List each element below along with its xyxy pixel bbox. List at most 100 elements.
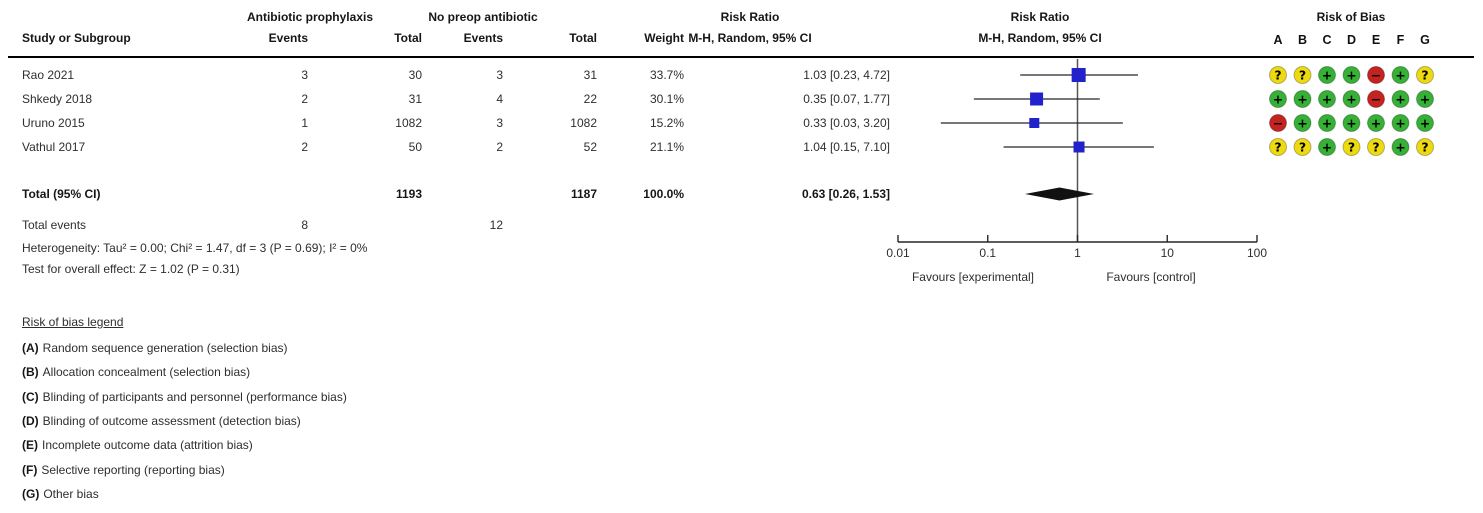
- study-rr-ci: 1.04 [0.15, 7.10]: [803, 140, 890, 154]
- bias-symbol: +: [1297, 92, 1307, 107]
- bias-circle: [1318, 138, 1336, 156]
- bias-circle: [1367, 114, 1385, 132]
- rr-column-title: Risk Ratio: [720, 10, 780, 24]
- col-header-plot-ci: M-H, Random, 95% CI: [978, 31, 1102, 45]
- bias-circle: [1416, 114, 1434, 132]
- study-events2: 4: [496, 92, 503, 106]
- bias-symbol: +: [1346, 116, 1356, 131]
- axis-tick-label: 1: [1074, 246, 1081, 260]
- overall-effect-test: Test for overall effect: Z = 1.02 (P = 0…: [22, 262, 240, 276]
- legend-key: (A): [22, 341, 39, 355]
- legend-item: (D) Blinding of outcome assessment (detec…: [22, 413, 301, 429]
- legend-item: (B) Allocation concealment (selection bia…: [22, 364, 250, 380]
- bias-circle: [1391, 138, 1410, 156]
- bias-symbol: +: [1297, 116, 1307, 131]
- study-weight: 33.7%: [649, 68, 684, 82]
- legend-item: (E) Incomplete outcome data (attrition bi…: [22, 437, 253, 453]
- bias-symbol: ?: [1299, 140, 1306, 155]
- bias-circle: [1342, 90, 1361, 108]
- study-events1: 3: [301, 68, 308, 82]
- study-total1: 1082: [395, 116, 422, 130]
- bias-symbol: ?: [1274, 68, 1281, 83]
- study-name: Vathul 2017: [22, 140, 86, 154]
- study-events1: 1: [301, 116, 308, 130]
- bias-symbol: +: [1395, 116, 1405, 131]
- bias-circle: [1293, 66, 1312, 84]
- bias-symbol: +: [1420, 116, 1430, 131]
- bias-symbol: +: [1322, 92, 1332, 107]
- bias-circle: [1391, 90, 1410, 108]
- effect-square: [1073, 141, 1085, 153]
- study-events2: 3: [496, 68, 503, 82]
- axis-tick-label: 0.1: [979, 246, 996, 260]
- effect-square: [1030, 92, 1044, 106]
- bias-circle: [1269, 66, 1287, 84]
- bias-circle: [1293, 138, 1312, 156]
- study-events1: 2: [301, 140, 308, 154]
- bias-symbol: −: [1371, 92, 1381, 107]
- bias-symbol: +: [1322, 140, 1332, 155]
- legend-key: (G): [22, 487, 40, 501]
- risk-of-bias-title: Risk of Bias: [1316, 10, 1386, 24]
- risk-of-bias-legend-heading: Risk of bias legend: [22, 315, 124, 329]
- legend-text: Allocation concealment (selection bias): [42, 365, 251, 379]
- bias-symbol: ?: [1421, 140, 1428, 155]
- study-name: Shkedy 2018: [22, 92, 93, 106]
- total-n1: 1193: [395, 187, 422, 201]
- total-events-ctrl: 12: [489, 218, 503, 232]
- bias-column-letter: B: [1298, 33, 1307, 47]
- axis-tick-label: 10: [1161, 246, 1175, 260]
- legend-key: (D): [22, 414, 39, 428]
- bias-circle: [1269, 138, 1287, 156]
- legend-key: (C): [22, 390, 39, 404]
- bias-symbol: ?: [1372, 140, 1379, 155]
- bias-circle: [1318, 90, 1336, 108]
- total-rr-ci: 0.63 [0.26, 1.53]: [801, 187, 890, 201]
- bias-circle: [1293, 114, 1312, 132]
- study-name: Rao 2021: [22, 68, 75, 82]
- col-header-total2: Total: [569, 31, 597, 45]
- study-weight: 15.2%: [649, 116, 684, 130]
- legend-item: (G) Other bias: [22, 486, 99, 502]
- study-rr-ci: 0.35 [0.07, 1.77]: [803, 92, 890, 106]
- bias-symbol: +: [1371, 116, 1381, 131]
- axis-tick-label: 100: [1247, 246, 1267, 260]
- legend-key: (B): [22, 365, 39, 379]
- bias-symbol: +: [1395, 68, 1405, 83]
- legend-text: Blinding of participants and personnel (…: [42, 390, 347, 404]
- bias-circle: [1269, 90, 1287, 108]
- bias-circle: [1342, 66, 1361, 84]
- bias-symbol: ?: [1274, 140, 1281, 155]
- bias-circle: [1391, 114, 1410, 132]
- study-total2: 1082: [570, 116, 597, 130]
- legend-key: (F): [22, 463, 38, 477]
- bias-circle: [1269, 114, 1287, 132]
- col-header-weight: Weight: [644, 31, 684, 45]
- legend-text: Other bias: [43, 487, 99, 501]
- bias-symbol: −: [1273, 116, 1283, 131]
- bias-circle: [1342, 138, 1361, 156]
- study-name: Uruno 2015: [22, 116, 85, 130]
- legend-text: Incomplete outcome data (attrition bias): [42, 438, 253, 452]
- legend-item: (C) Blinding of participants and personne…: [22, 389, 347, 405]
- bias-symbol: ?: [1348, 140, 1355, 155]
- bias-circle: [1367, 138, 1385, 156]
- study-rr-ci: 1.03 [0.23, 4.72]: [803, 68, 890, 82]
- col-header-events2: Events: [463, 31, 503, 45]
- study-events2: 2: [496, 140, 503, 154]
- bias-circle: [1367, 66, 1385, 84]
- bias-symbol: ?: [1299, 68, 1306, 83]
- col-header-events1: Events: [268, 31, 308, 45]
- bias-symbol: +: [1395, 140, 1405, 155]
- col-header-study: Study or Subgroup: [22, 31, 131, 45]
- control-group-header: No preop antibiotic: [428, 10, 538, 24]
- study-total1: 30: [408, 68, 422, 82]
- study-total2: 31: [583, 68, 597, 82]
- study-weight: 30.1%: [649, 92, 684, 106]
- col-header-total1: Total: [394, 31, 422, 45]
- bias-symbol: +: [1322, 68, 1332, 83]
- study-total2: 52: [583, 140, 597, 154]
- study-events1: 2: [301, 92, 308, 106]
- plot-column-title: Risk Ratio: [1010, 10, 1070, 24]
